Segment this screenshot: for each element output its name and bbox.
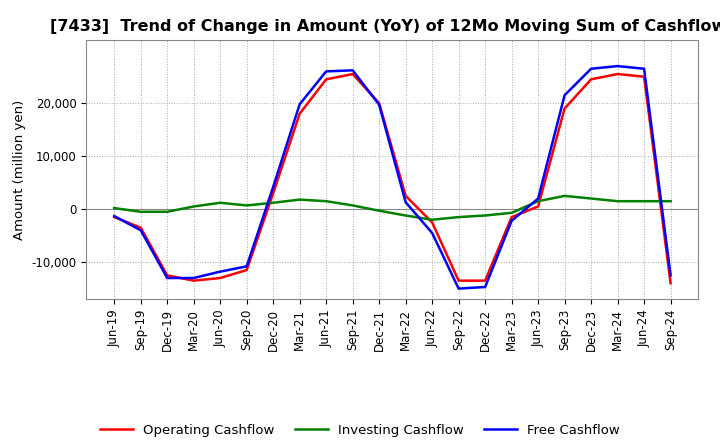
- Free Cashflow: [163, 275, 171, 281]
- Investing Cashflow: [640, 198, 649, 204]
- Investing Cashflow: [454, 214, 463, 220]
- Operating Cashflow: [269, 191, 277, 196]
- Free Cashflow: [560, 92, 569, 98]
- Investing Cashflow: [243, 203, 251, 208]
- Operating Cashflow: [216, 275, 225, 281]
- Operating Cashflow: [322, 77, 330, 82]
- Investing Cashflow: [216, 200, 225, 205]
- Operating Cashflow: [401, 193, 410, 198]
- Free Cashflow: [243, 264, 251, 269]
- Investing Cashflow: [375, 208, 384, 213]
- Free Cashflow: [666, 273, 675, 278]
- Operating Cashflow: [508, 214, 516, 220]
- Operating Cashflow: [243, 268, 251, 273]
- Free Cashflow: [295, 102, 304, 107]
- Operating Cashflow: [666, 281, 675, 286]
- Investing Cashflow: [136, 209, 145, 214]
- Free Cashflow: [375, 102, 384, 107]
- Operating Cashflow: [189, 278, 198, 283]
- Investing Cashflow: [613, 198, 622, 204]
- Operating Cashflow: [560, 106, 569, 111]
- Investing Cashflow: [322, 198, 330, 204]
- Investing Cashflow: [189, 204, 198, 209]
- Operating Cashflow: [587, 77, 595, 82]
- Free Cashflow: [189, 275, 198, 281]
- Investing Cashflow: [560, 193, 569, 198]
- Line: Investing Cashflow: Investing Cashflow: [114, 196, 670, 220]
- Operating Cashflow: [295, 111, 304, 117]
- Free Cashflow: [481, 284, 490, 290]
- Free Cashflow: [428, 230, 436, 235]
- Investing Cashflow: [587, 196, 595, 201]
- Title: [7433]  Trend of Change in Amount (YoY) of 12Mo Moving Sum of Cashflows: [7433] Trend of Change in Amount (YoY) o…: [50, 19, 720, 34]
- Investing Cashflow: [110, 205, 119, 211]
- Operating Cashflow: [163, 273, 171, 278]
- Free Cashflow: [640, 66, 649, 71]
- Investing Cashflow: [666, 198, 675, 204]
- Investing Cashflow: [295, 197, 304, 202]
- Free Cashflow: [508, 218, 516, 224]
- Operating Cashflow: [613, 71, 622, 77]
- Free Cashflow: [269, 184, 277, 190]
- Free Cashflow: [454, 286, 463, 291]
- Investing Cashflow: [428, 217, 436, 222]
- Investing Cashflow: [163, 209, 171, 214]
- Investing Cashflow: [481, 213, 490, 218]
- Investing Cashflow: [401, 213, 410, 218]
- Investing Cashflow: [508, 210, 516, 216]
- Operating Cashflow: [534, 204, 542, 209]
- Operating Cashflow: [454, 278, 463, 283]
- Free Cashflow: [110, 213, 119, 219]
- Investing Cashflow: [534, 198, 542, 204]
- Free Cashflow: [216, 269, 225, 274]
- Y-axis label: Amount (million yen): Amount (million yen): [13, 99, 26, 239]
- Free Cashflow: [136, 227, 145, 233]
- Investing Cashflow: [269, 200, 277, 205]
- Investing Cashflow: [348, 203, 357, 208]
- Operating Cashflow: [110, 214, 119, 220]
- Line: Free Cashflow: Free Cashflow: [114, 66, 670, 289]
- Free Cashflow: [401, 200, 410, 205]
- Line: Operating Cashflow: Operating Cashflow: [114, 74, 670, 283]
- Free Cashflow: [348, 68, 357, 73]
- Operating Cashflow: [375, 100, 384, 106]
- Free Cashflow: [534, 196, 542, 201]
- Legend: Operating Cashflow, Investing Cashflow, Free Cashflow: Operating Cashflow, Investing Cashflow, …: [95, 418, 625, 440]
- Free Cashflow: [322, 69, 330, 74]
- Free Cashflow: [587, 66, 595, 71]
- Operating Cashflow: [136, 225, 145, 230]
- Free Cashflow: [613, 63, 622, 69]
- Operating Cashflow: [348, 71, 357, 77]
- Operating Cashflow: [640, 74, 649, 79]
- Operating Cashflow: [481, 278, 490, 283]
- Operating Cashflow: [428, 220, 436, 225]
